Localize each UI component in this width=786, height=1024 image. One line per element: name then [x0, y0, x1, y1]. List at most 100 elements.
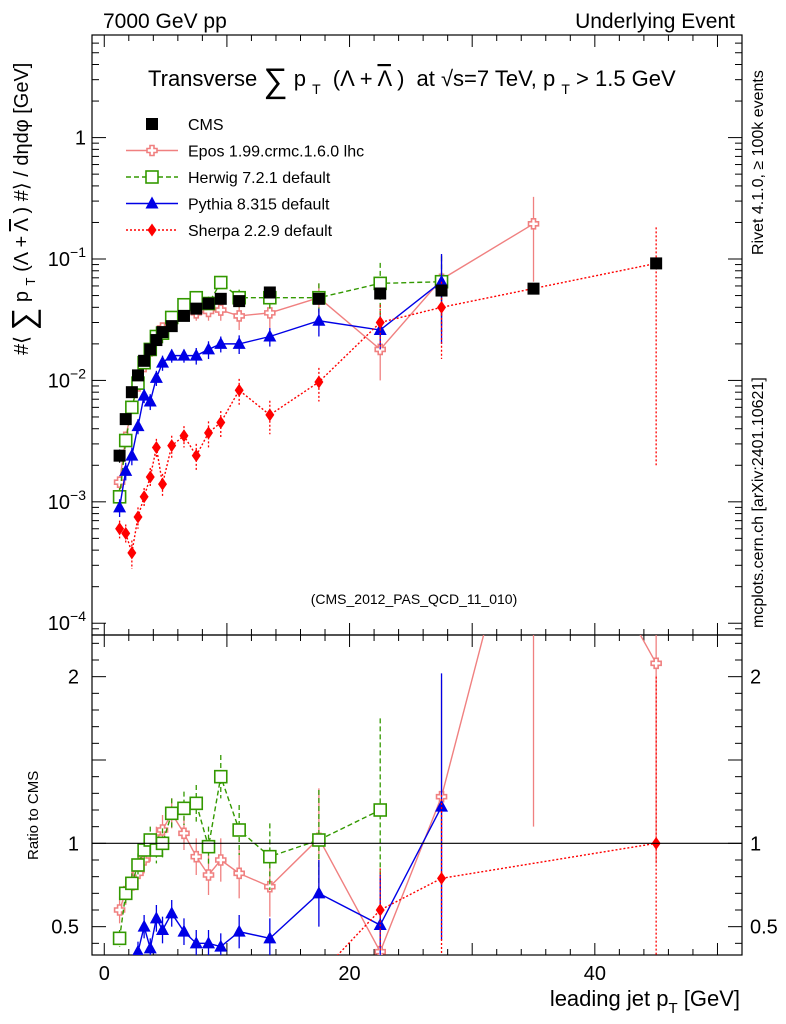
ratio-point-pythia [137, 919, 151, 932]
ratio-point-sherpa [216, 987, 225, 1000]
ratio-point-herwig [201, 839, 216, 854]
ratio-point-pythia [125, 966, 138, 978]
ratio-y-label: Ratio to CMS [25, 771, 42, 860]
point-cms [156, 326, 169, 339]
point-cms [650, 257, 663, 270]
legend-item-pythia: Pythia 8.315 default [126, 196, 330, 214]
ratio-point-sherpa [204, 989, 213, 1002]
ratio-point-sherpa [146, 989, 155, 1002]
point-sherpa [145, 470, 155, 484]
point-cms [527, 282, 540, 295]
point-pythia [125, 448, 139, 461]
ratio-point-epos [529, 438, 539, 448]
legend-label: Herwig 7.2.1 default [188, 170, 331, 187]
series-pythia [113, 253, 449, 517]
point-pythia [143, 394, 157, 407]
legend-item-sherpa: Sherpa 2.2.9 default [126, 223, 333, 240]
ratio-point-herwig [125, 876, 139, 891]
ratio-point-sherpa [375, 903, 385, 917]
y-tick-label: 10−3 [48, 487, 86, 514]
point-cms [263, 286, 276, 299]
point-pythia [189, 348, 203, 361]
point-sherpa [234, 383, 244, 397]
legend-item-cms: CMS [146, 117, 224, 134]
point-cms [125, 386, 138, 399]
point-herwig [118, 433, 133, 448]
point-cms [435, 284, 448, 297]
ratio-point-pythia [156, 923, 170, 935]
ratio-point-epos [214, 854, 227, 866]
legend-marker-cms [146, 118, 158, 130]
point-pythia [435, 274, 449, 287]
point-sherpa [375, 315, 385, 329]
ratio-point-herwig [232, 823, 246, 837]
ratio-point-epos [202, 869, 215, 881]
point-sherpa [179, 429, 189, 443]
point-pythia [232, 336, 246, 349]
point-cms [119, 413, 132, 426]
point-epos [214, 304, 227, 316]
ratio-point-sherpa [127, 995, 136, 1008]
point-cms [138, 354, 151, 367]
legend: CMS Epos 1.99.crmc.1.6.0 lhc Herwig 7.2.1 … [126, 117, 364, 240]
ratio-point-pythia [373, 918, 387, 930]
point-pythia [202, 342, 216, 355]
series-epos [113, 196, 540, 491]
ratio-point-pythia [263, 931, 277, 944]
ratio-panel-frame [91, 634, 743, 956]
point-cms [177, 309, 190, 322]
point-herwig [177, 297, 191, 312]
ratio-point-herwig [312, 833, 326, 847]
point-pythia [177, 348, 191, 361]
ratio-point-herwig [213, 769, 228, 784]
legend-marker-epos [146, 144, 158, 157]
ratio-point-pythia [177, 924, 191, 937]
ratio-point-pythia [132, 944, 144, 955]
ratio-tick-label: 1 [68, 833, 79, 855]
point-cms [312, 292, 325, 305]
ratio-point-sherpa [158, 994, 167, 1007]
point-cms [190, 302, 203, 315]
ratio-point-epos [264, 880, 276, 893]
ratio-point-sherpa [152, 982, 161, 995]
point-cms [165, 320, 178, 333]
ratio-point-herwig [112, 931, 127, 946]
point-sherpa [216, 416, 226, 430]
point-pythia [137, 388, 151, 401]
ratio-point-herwig [189, 796, 204, 811]
series-cms [113, 257, 663, 463]
ratio-point-sherpa [437, 871, 447, 885]
point-sherpa [115, 522, 125, 536]
legend-label: Sherpa 2.2.9 default [188, 223, 333, 240]
point-herwig [213, 275, 228, 290]
ratio-tick-label-right: 0.5 [750, 917, 778, 939]
point-pythia [312, 313, 326, 326]
ratio-point-pythia [165, 906, 179, 919]
point-sherpa [314, 375, 324, 389]
x-axis-label: leading jet pT [GeV] [550, 986, 740, 1017]
ratio-axes: 0.5 0.5 1 1 2 2 [51, 642, 778, 944]
point-cms [233, 295, 246, 308]
legend-marker-herwig [145, 170, 159, 184]
point-pythia [165, 348, 179, 361]
point-pythia [131, 419, 145, 432]
ratio-point-pythia [312, 886, 326, 899]
point-herwig [189, 290, 204, 305]
legend-marker-sherpa [147, 223, 157, 237]
series-sherpa [115, 227, 661, 569]
series-herwig [112, 256, 449, 508]
ratio-point-pythia [214, 939, 228, 952]
ratio-point-sherpa [179, 987, 188, 1000]
point-epos [527, 217, 540, 230]
analysis-reference: (CMS_2012_PAS_QCD_11_010) [311, 591, 518, 607]
ratio-point-pythia [113, 970, 126, 982]
point-epos [264, 307, 276, 319]
ratio-point-epos [190, 850, 203, 863]
legend-label: Epos 1.99.crmc.1.6.0 lhc [188, 144, 364, 161]
main-y-label: #⟨ ∑ p T (Λ + Λ ) #⟩ / dηdφ [GeV] [5, 63, 41, 355]
ratio-point-sherpa [192, 994, 201, 1007]
point-sherpa [204, 426, 214, 440]
legend-marker-pythia [145, 196, 159, 209]
ratio-point-herwig [131, 858, 145, 872]
